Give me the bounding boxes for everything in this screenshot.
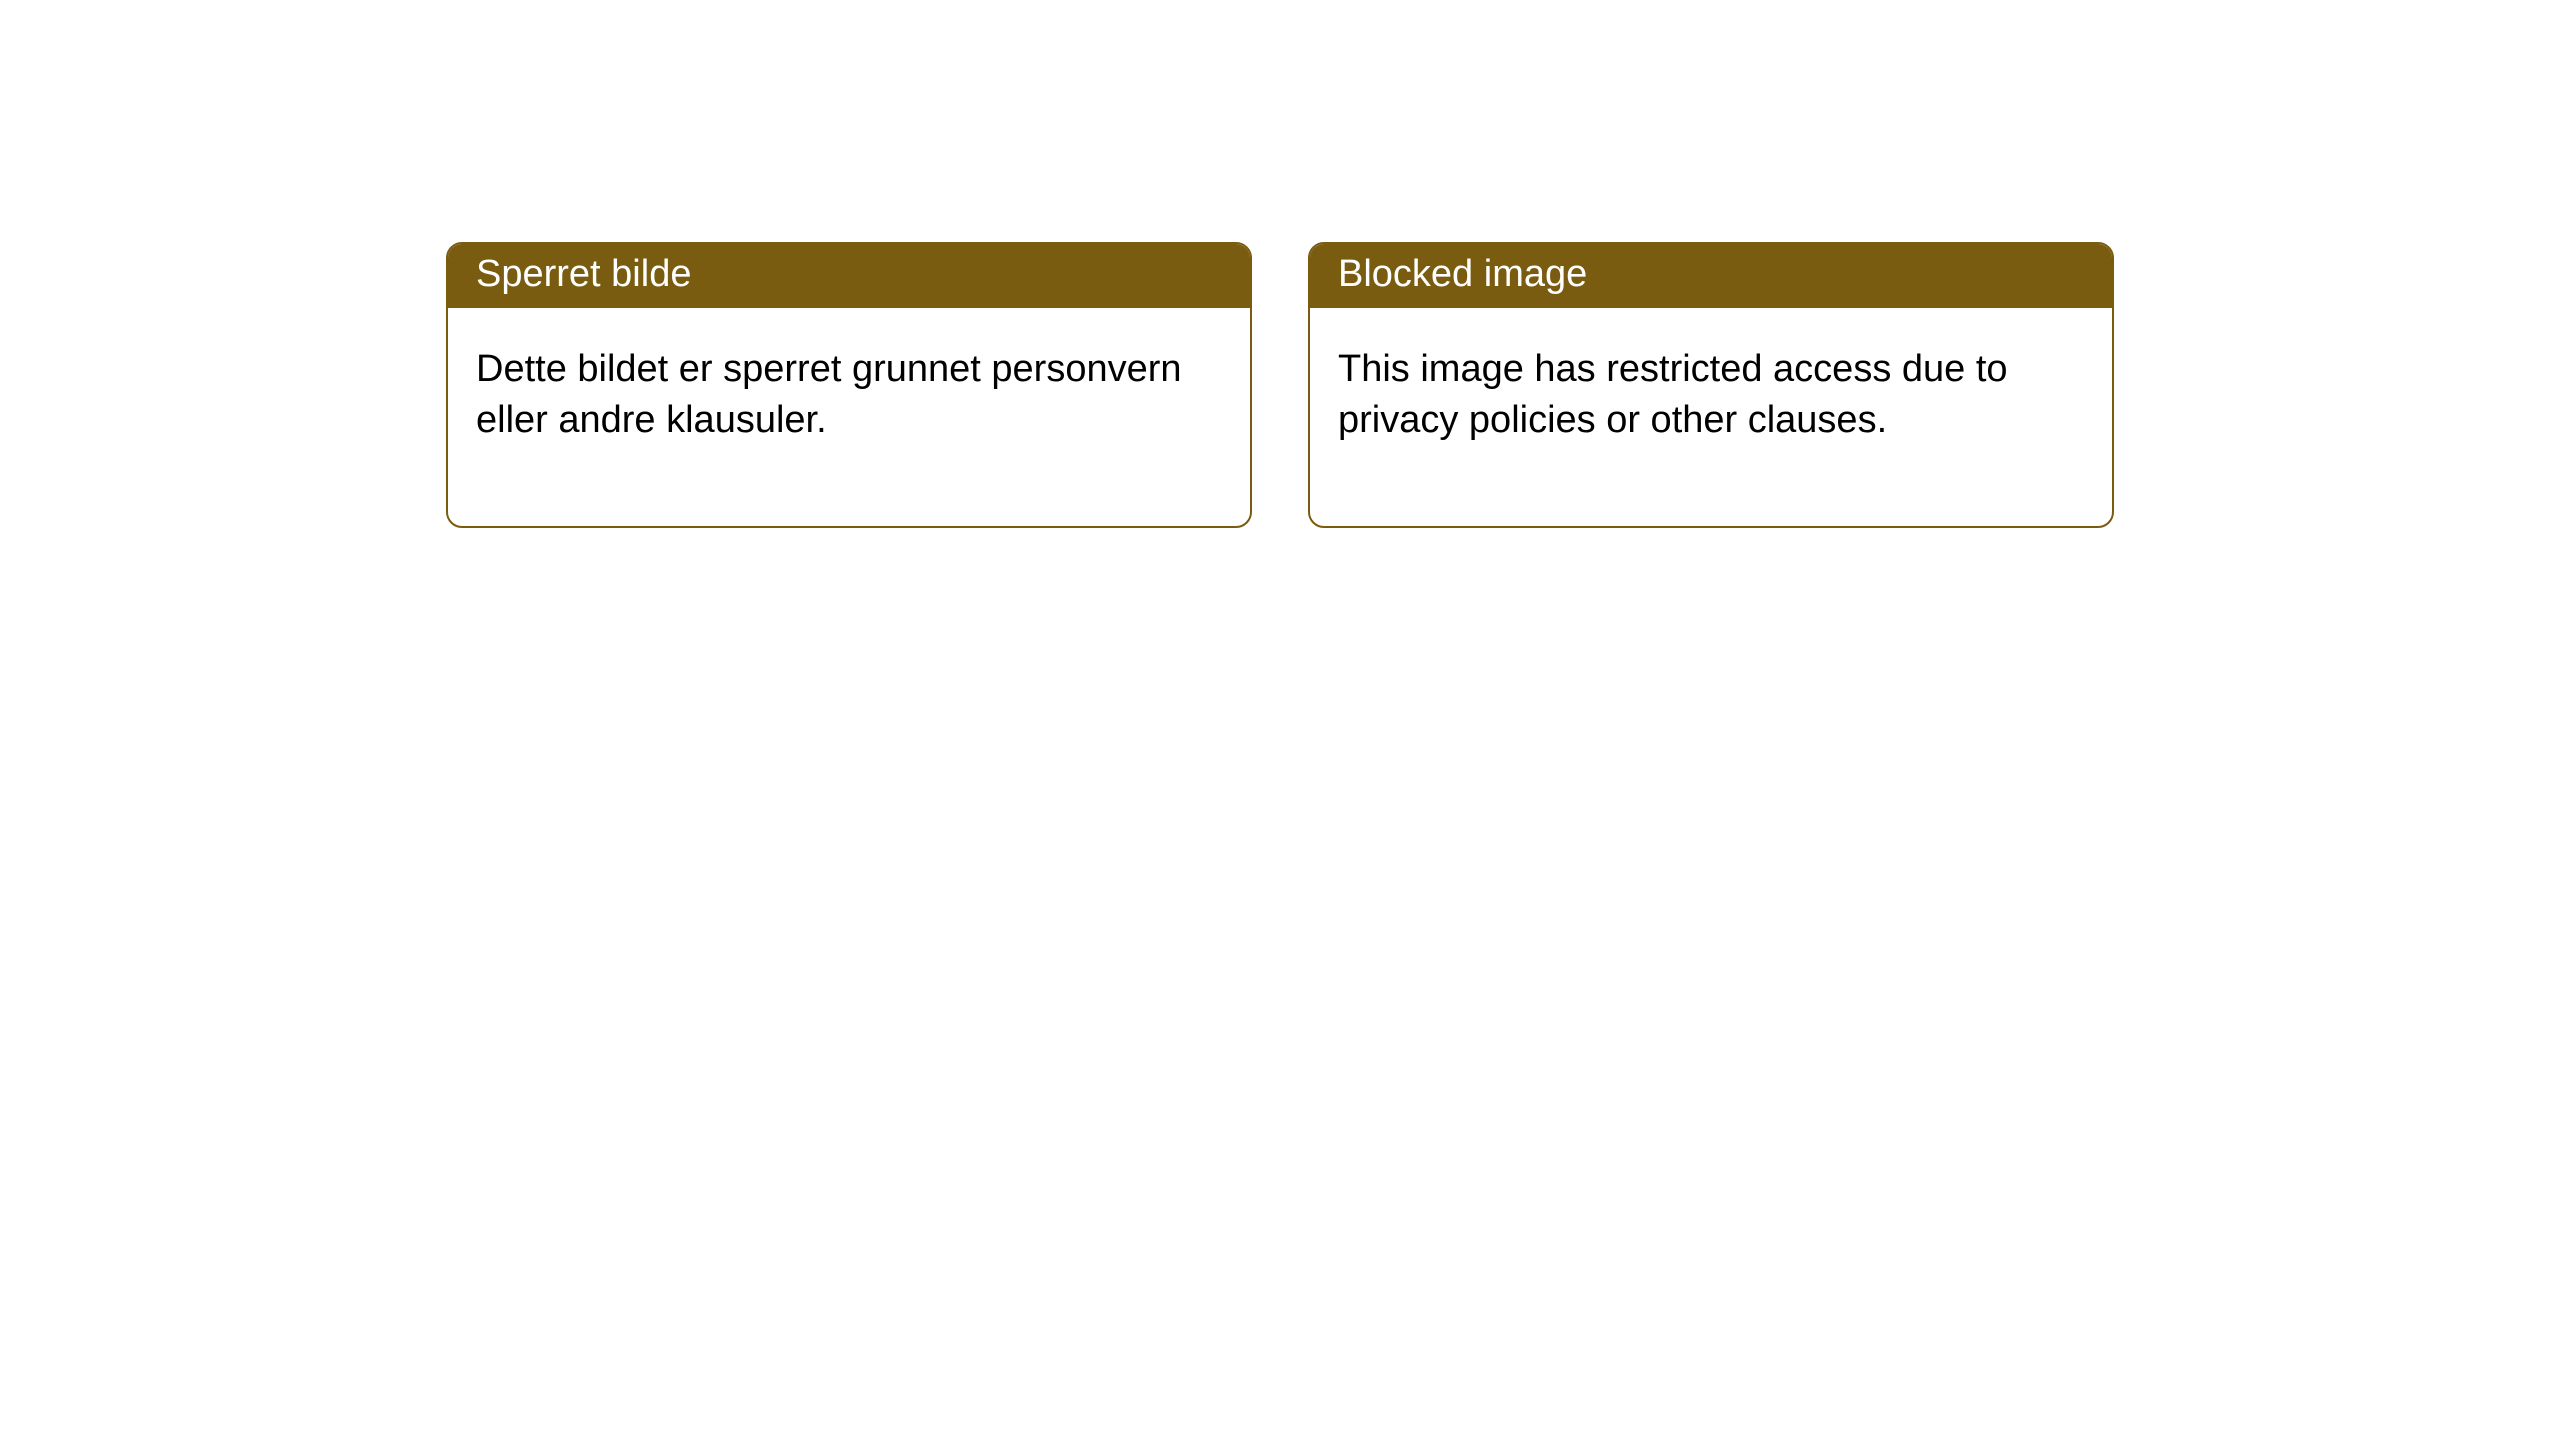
notice-card-norwegian: Sperret bilde Dette bildet er sperret gr… xyxy=(446,242,1252,528)
notice-container: Sperret bilde Dette bildet er sperret gr… xyxy=(0,0,2560,528)
notice-body: This image has restricted access due to … xyxy=(1310,308,2112,527)
notice-body: Dette bildet er sperret grunnet personve… xyxy=(448,308,1250,527)
notice-header: Sperret bilde xyxy=(448,244,1250,308)
notice-card-english: Blocked image This image has restricted … xyxy=(1308,242,2114,528)
notice-header: Blocked image xyxy=(1310,244,2112,308)
